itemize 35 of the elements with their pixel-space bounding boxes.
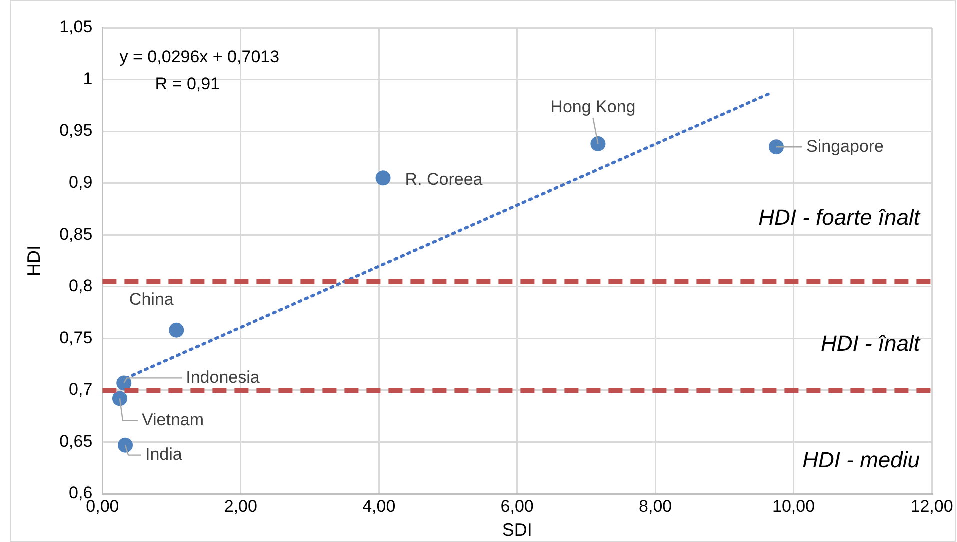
- annotation: Indonesia: [186, 368, 260, 387]
- annotation: R = 0,91: [155, 74, 220, 94]
- point: [590, 136, 606, 152]
- annotation: HDI - foarte înalt: [758, 205, 921, 230]
- x-axis-title: SDI: [502, 520, 532, 540]
- y-tick-label: 0,7: [69, 380, 93, 400]
- y-tick-label: 0,95: [60, 121, 93, 140]
- annotation: Vietnam: [142, 410, 204, 430]
- y-tick-label: 0,9: [69, 173, 93, 192]
- annotation: HDI - înalt: [820, 331, 921, 356]
- annotation: Hong Kong: [550, 98, 636, 117]
- x-tick-label: 8,00: [639, 496, 672, 516]
- y-axis-title: HDI: [24, 246, 44, 276]
- y-tick-label: 1,05: [60, 18, 93, 37]
- annotation: Singapore: [806, 136, 884, 156]
- annotation: India: [145, 445, 183, 464]
- point: [118, 438, 133, 453]
- point: [112, 391, 128, 406]
- annotation: y = 0,0296x + 0,7013: [120, 48, 280, 67]
- point: [376, 170, 391, 186]
- x-tick-label: 4,00: [362, 496, 396, 516]
- point: [169, 322, 184, 338]
- annotation: China: [129, 290, 174, 310]
- annotation: HDI - mediu: [802, 448, 920, 473]
- y-tick-label: 1: [83, 69, 93, 88]
- x-tick-label: 10,00: [772, 496, 816, 516]
- x-tick-label: 12,00: [910, 496, 954, 516]
- point: [769, 140, 784, 155]
- x-tick-label: 2,00: [224, 496, 258, 516]
- y-tick-label: 0,75: [60, 328, 93, 348]
- x-tick-label: 6,00: [500, 496, 534, 516]
- annotation: R. Coreea: [405, 170, 484, 189]
- y-tick-label: 0,85: [60, 224, 93, 244]
- y-tick-label: 0,65: [60, 432, 93, 451]
- y-tick-label: 0,8: [69, 276, 93, 296]
